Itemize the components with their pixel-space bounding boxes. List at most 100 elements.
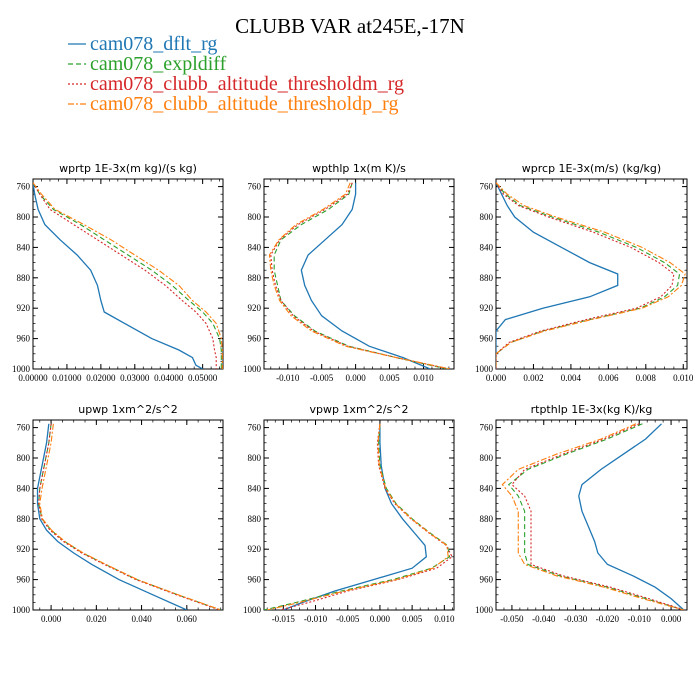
- y-tick-label: 960: [480, 575, 494, 585]
- x-tick-label: 0.020: [86, 614, 107, 624]
- y-tick-label: 920: [248, 544, 262, 554]
- y-tick-label: 960: [480, 334, 494, 344]
- y-tick-label: 1000: [243, 605, 262, 615]
- legend-entry: cam078_clubb_altitude_thresholdp_rg: [90, 93, 398, 115]
- series-line-1: [283, 424, 426, 610]
- panel-title: wprcp 1E-3x(m/s) (kg/kg): [522, 162, 661, 175]
- y-tick-label: 800: [17, 212, 31, 222]
- legend: cam078_dflt_rgcam078_expldiffcam078_club…: [68, 33, 404, 115]
- panel-2: wpthlp 1x(m K)/s7608008408809209601000-0…: [243, 162, 454, 383]
- x-tick-label: -0.010: [628, 614, 652, 624]
- x-tick-label: -0.010: [276, 373, 300, 383]
- x-tick-label: 0.006: [598, 373, 619, 383]
- x-tick-label: 0.040: [131, 614, 152, 624]
- panel-6: rtpthlp 1E-3x(kg K)/kg 760 800 840 880 920 960…: [475, 403, 687, 624]
- x-tick-label: 0.04000: [154, 373, 184, 383]
- series-line-4: [496, 183, 685, 369]
- x-tick-label: 0.00000: [18, 373, 48, 383]
- panel-title: upwp 1xm^2/s^2: [78, 403, 178, 416]
- x-tick-label: 0.005: [379, 373, 400, 383]
- y-tick-label: 840: [480, 483, 494, 493]
- y-tick-label: 1000: [475, 605, 494, 615]
- x-tick-label: -0.030: [564, 614, 588, 624]
- y-tick-label: 840: [248, 242, 262, 252]
- y-tick-label: 880: [17, 514, 31, 524]
- y-tick-label: 880: [17, 273, 31, 283]
- y-tick-label: 920: [480, 303, 494, 313]
- y-tick-label: 760: [480, 423, 494, 433]
- series-line-4: [40, 424, 221, 610]
- y-tick-label: 840: [480, 242, 494, 252]
- x-tick-label: 0.060: [177, 614, 198, 624]
- x-tick-label: 0.004: [561, 373, 582, 383]
- panel-title: rtpthlp 1E-3x(kg K)/kg: [531, 403, 653, 416]
- series-line-1: [579, 424, 684, 610]
- y-tick-label: 920: [17, 544, 31, 554]
- series-line-2: [509, 424, 684, 610]
- panel-5: vpwp 1xm^2/s^2 760 800 840 880 920 960 1000 -0.0…: [243, 403, 455, 624]
- legend-entry: cam078_expldiff: [90, 53, 227, 75]
- y-tick-label: 880: [248, 273, 262, 283]
- plot-frame: [496, 179, 687, 369]
- plot-frame: [33, 179, 223, 369]
- panel-title: vpwp 1xm^2/s^2: [309, 403, 408, 416]
- series-line-2: [496, 183, 680, 369]
- x-tick-label: 0.010: [434, 614, 455, 624]
- x-tick-label: 0.000: [345, 373, 366, 383]
- plot-frame: [33, 420, 223, 610]
- y-tick-label: 840: [17, 483, 31, 493]
- x-tick-label: 0.02000: [86, 373, 116, 383]
- y-tick-label: 760: [480, 182, 494, 192]
- series-line-4: [33, 183, 222, 369]
- y-tick-label: 760: [17, 182, 31, 192]
- panel-title: wpthlp 1x(m K)/s: [312, 162, 406, 175]
- y-tick-label: 960: [248, 334, 262, 344]
- x-tick-label: 0.05000: [188, 373, 218, 383]
- x-tick-label: -0.010: [304, 614, 328, 624]
- x-tick-label: 0.002: [523, 373, 543, 383]
- x-tick-label: -0.015: [272, 614, 296, 624]
- y-tick-label: 960: [248, 575, 262, 585]
- y-tick-label: 920: [480, 544, 494, 554]
- y-tick-label: 1000: [12, 605, 31, 615]
- x-tick-label: 0.010: [413, 373, 434, 383]
- series-line-1: [301, 183, 430, 369]
- panel-4: upwp 1xm^2/s^276080084088092096010000.00…: [12, 403, 223, 624]
- x-tick-label: 0.01000: [52, 373, 82, 383]
- y-tick-label: 1000: [243, 364, 262, 374]
- series-line-1: [38, 424, 187, 610]
- series-line-3: [512, 424, 684, 610]
- x-tick-label: 0.000: [661, 614, 682, 624]
- y-tick-label: 760: [248, 423, 262, 433]
- series-line-3: [496, 183, 674, 369]
- y-tick-label: 800: [248, 453, 262, 463]
- y-tick-label: 880: [480, 273, 494, 283]
- plot-frame: [496, 420, 687, 610]
- x-tick-label: -0.005: [336, 614, 360, 624]
- x-tick-label: 0.005: [402, 614, 423, 624]
- y-tick-label: 800: [480, 453, 494, 463]
- x-tick-label: 0.000: [486, 373, 507, 383]
- y-tick-label: 840: [248, 483, 262, 493]
- x-tick-label: -0.040: [532, 614, 556, 624]
- panels: wprtp 1E-3x(m kg)/(s kg)7608008408809209…: [12, 162, 694, 624]
- x-tick-label: -0.005: [310, 373, 334, 383]
- legend-entry: cam078_clubb_altitude_thresholdm_rg: [90, 73, 404, 95]
- y-tick-label: 760: [17, 423, 31, 433]
- y-tick-label: 760: [248, 182, 262, 192]
- y-tick-label: 880: [480, 514, 494, 524]
- x-tick-label: -0.050: [500, 614, 524, 624]
- y-tick-label: 800: [248, 212, 262, 222]
- series-line-3: [33, 183, 216, 369]
- main-title: CLUBB VAR at245E,-17N: [235, 14, 465, 38]
- series-line-3: [39, 424, 220, 610]
- panel-1: wprtp 1E-3x(m kg)/(s kg)7608008408809209…: [12, 162, 223, 383]
- legend-entry: cam078_dflt_rg: [90, 33, 217, 55]
- series-line-4: [267, 424, 448, 610]
- series-line-4: [502, 424, 683, 610]
- y-tick-label: 960: [17, 575, 31, 585]
- series-line-2: [39, 424, 221, 610]
- y-tick-label: 840: [17, 242, 31, 252]
- y-tick-label: 880: [248, 514, 262, 524]
